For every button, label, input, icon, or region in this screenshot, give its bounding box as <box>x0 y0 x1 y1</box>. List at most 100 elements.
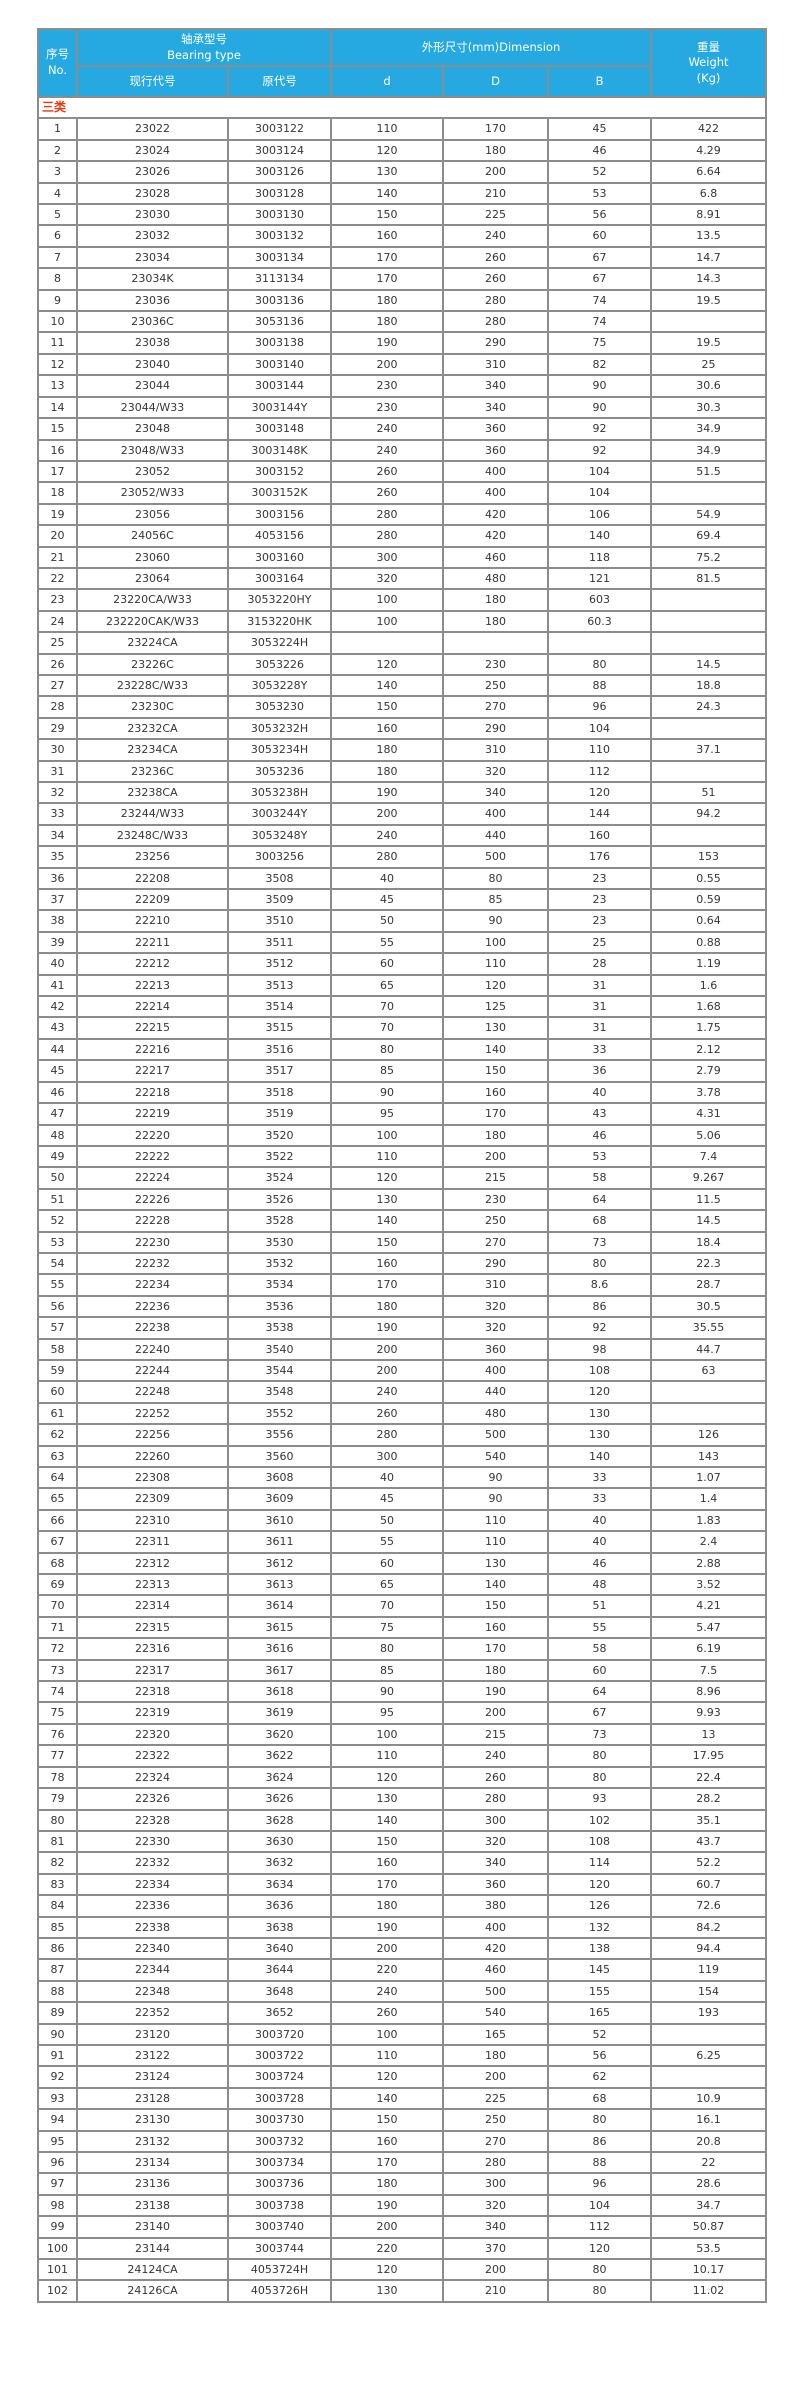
cell-weight <box>650 716 768 741</box>
cell-dim-B: 33 <box>546 1037 653 1062</box>
cell-weight: 1.68 <box>650 995 768 1019</box>
cell-current-code: 23238CA <box>76 780 229 805</box>
table-row: 20 24056C 4053156 280 420 140 69.4 <box>37 524 768 548</box>
cell-dim-D: 170 <box>442 117 549 141</box>
cell-current-code: 23122 <box>76 2043 229 2068</box>
header-bearing-type: 轴承型号 Bearing type <box>76 28 332 67</box>
table-row: 10 23036C 3053136 180 280 74 <box>37 310 768 334</box>
cell-original-code: 3003148 <box>227 417 332 441</box>
cell-no: 28 <box>37 695 78 719</box>
cell-dim-d: 280 <box>330 1423 444 1447</box>
cell-no: 49 <box>37 1144 78 1169</box>
cell-dim-D: 310 <box>442 738 549 762</box>
cell-dim-D: 250 <box>442 1209 549 1233</box>
cell-dim-D: 80 <box>442 866 549 891</box>
cell-weight: 4.31 <box>650 1102 768 1126</box>
cell-dim-D: 380 <box>442 1894 549 1918</box>
cell-dim-d: 230 <box>330 395 444 420</box>
cell-original-code: 4053726H <box>227 2279 332 2303</box>
cell-original-code: 3552 <box>227 1401 332 1426</box>
cell-original-code: 3053236 <box>227 759 332 784</box>
cell-original-code: 3053232H <box>227 716 332 741</box>
cell-dim-D: 340 <box>442 780 549 805</box>
cell-dim-d: 45 <box>330 888 444 912</box>
cell-weight: 30.5 <box>650 1294 768 1319</box>
cell-dim-d: 95 <box>330 1102 444 1126</box>
cell-no: 93 <box>37 2086 78 2111</box>
cell-dim-d: 140 <box>330 181 444 206</box>
cell-no: 10 <box>37 310 78 334</box>
cell-dim-D: 300 <box>442 1808 549 1832</box>
cell-original-code: 3508 <box>227 866 332 891</box>
cell-dim-D: 200 <box>442 1701 549 1725</box>
cell-dim-d: 260 <box>330 481 444 505</box>
cell-dim-D: 170 <box>442 1637 549 1661</box>
cell-current-code: 22244 <box>76 1358 229 1383</box>
cell-no: 45 <box>37 1059 78 1083</box>
cell-no: 61 <box>37 1401 78 1426</box>
cell-weight: 119 <box>650 1958 768 1982</box>
table-row: 51 22226 3526 130 230 64 11.5 <box>37 1187 768 1212</box>
cell-dim-d: 80 <box>330 1637 444 1661</box>
cell-original-code: 3532 <box>227 1251 332 1276</box>
cell-no: 92 <box>37 2065 78 2089</box>
cell-dim-d: 220 <box>330 2236 444 2261</box>
table-row: 53 22230 3530 150 270 73 18.4 <box>37 1230 768 1254</box>
cell-current-code: 22332 <box>76 1851 229 1875</box>
cell-dim-d: 85 <box>330 1658 444 1683</box>
cell-dim-B: 55 <box>546 1615 653 1640</box>
cell-current-code: 22212 <box>76 952 229 976</box>
cell-dim-D: 320 <box>442 1294 549 1319</box>
table-row: 83 22334 3634 170 360 120 60.7 <box>37 1872 768 1897</box>
cell-dim-D: 360 <box>442 1872 549 1897</box>
cell-weight: 2.79 <box>650 1059 768 1083</box>
cell-no: 81 <box>37 1829 78 1854</box>
cell-dim-D: 200 <box>442 2065 549 2089</box>
cell-weight <box>650 481 768 505</box>
cell-dim-D: 500 <box>442 1423 549 1447</box>
cell-dim-D: 200 <box>442 2258 549 2282</box>
cell-weight: 10.9 <box>650 2086 768 2111</box>
cell-weight: 14.5 <box>650 1209 768 1233</box>
cell-dim-D: 150 <box>442 1059 549 1083</box>
cell-no: 66 <box>37 1508 78 1533</box>
cell-weight: 1.19 <box>650 952 768 976</box>
header-no-en: No. <box>47 63 68 77</box>
table-row: 93 23128 3003728 140 225 68 10.9 <box>37 2086 768 2111</box>
cell-weight: 34.9 <box>650 438 768 462</box>
cell-current-code: 22230 <box>76 1230 229 1254</box>
cell-current-code: 23128 <box>76 2086 229 2111</box>
table-row: 70 22314 3614 70 150 51 4.21 <box>37 1594 768 1618</box>
cell-no: 11 <box>37 331 78 355</box>
cell-weight: 5.47 <box>650 1615 768 1640</box>
cell-no: 69 <box>37 1573 78 1597</box>
cell-dim-D: 320 <box>442 1829 549 1854</box>
cell-original-code: 3636 <box>227 1894 332 1918</box>
cell-dim-d: 110 <box>330 1144 444 1169</box>
cell-current-code: 22311 <box>76 1530 229 1554</box>
cell-dim-D: 360 <box>442 1337 549 1361</box>
table-row: 90 23120 3003720 100 165 52 <box>37 2022 768 2046</box>
cell-dim-B: 43 <box>546 1102 653 1126</box>
cell-dim-D: 280 <box>442 1787 549 1811</box>
cell-original-code: 3614 <box>227 1594 332 1618</box>
cell-weight: 5.06 <box>650 1123 768 1147</box>
cell-dim-D: 280 <box>442 310 549 334</box>
cell-dim-B: 96 <box>546 2172 653 2196</box>
cell-current-code: 22338 <box>76 1915 229 1939</box>
cell-dim-D: 310 <box>442 1273 549 1297</box>
cell-current-code: 23256 <box>76 845 229 869</box>
cell-dim-B: 80 <box>546 652 653 676</box>
table-row: 66 22310 3610 50 110 40 1.83 <box>37 1508 768 1533</box>
cell-no: 14 <box>37 395 78 420</box>
cell-dim-D: 110 <box>442 1508 549 1533</box>
cell-weight: 35.1 <box>650 1808 768 1832</box>
cell-current-code: 23234CA <box>76 738 229 762</box>
table-row: 100 23144 3003744 220 370 120 53.5 <box>37 2236 768 2261</box>
table-row: 22 23064 3003164 320 480 121 81.5 <box>37 566 768 591</box>
cell-original-code: 3003256 <box>227 845 332 869</box>
cell-original-code: 3513 <box>227 973 332 998</box>
cell-no: 18 <box>37 481 78 505</box>
table-row: 39 22211 3511 55 100 25 0.88 <box>37 930 768 955</box>
cell-current-code: 23134 <box>76 2150 229 2175</box>
